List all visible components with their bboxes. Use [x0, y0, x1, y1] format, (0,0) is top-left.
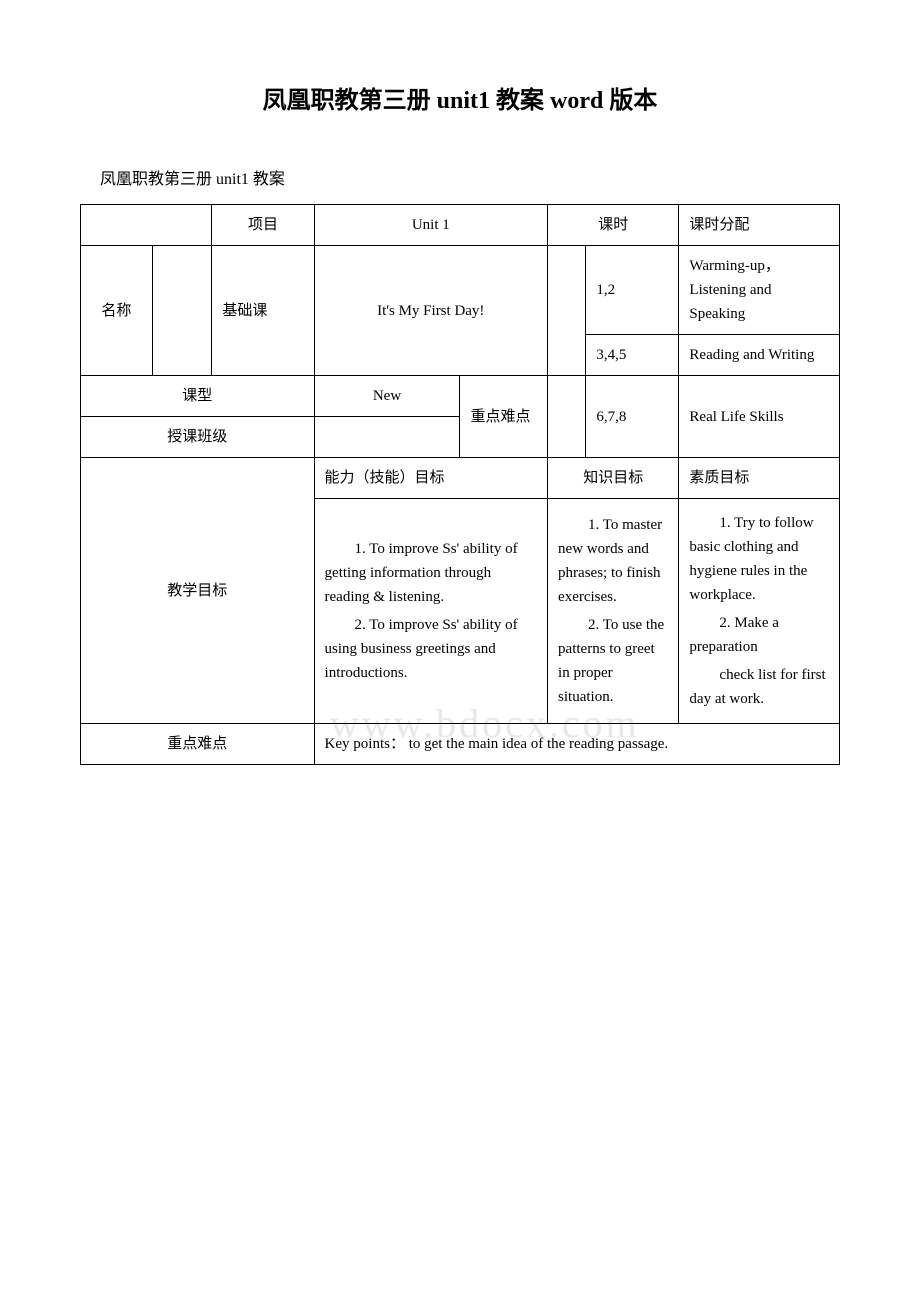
key-points-content: Key points： to get the main idea of the …: [314, 724, 839, 765]
project-label-empty: [81, 205, 212, 246]
unit-title: It's My First Day!: [314, 246, 548, 376]
type-label: 课型: [81, 376, 315, 417]
teaching-goal-label: 教学目标: [81, 458, 315, 724]
ability-goal-header: 能力（技能）目标: [314, 458, 548, 499]
lesson-plan-table: 项目 Unit 1 课时 课时分配 名称 基础课 It's My First D…: [80, 204, 840, 765]
unit-value: Unit 1: [314, 205, 548, 246]
period-label: 课时: [548, 205, 679, 246]
content-real-life: Real Life Skills: [679, 376, 840, 458]
period-alloc-label: 课时分配: [679, 205, 840, 246]
table-row: 重点难点 Key points： to get the main idea of…: [81, 724, 840, 765]
knowledge-goal-header: 知识目标: [548, 458, 679, 499]
spacer: [548, 376, 586, 458]
content-reading-writing: Reading and Writing: [679, 335, 840, 376]
class-value: [314, 417, 460, 458]
table-row: 名称 基础课 It's My First Day! 1,2 Warming-up…: [81, 246, 840, 335]
key-points-label: 重点难点: [81, 724, 315, 765]
table-row: 项目 Unit 1 课时 课时分配: [81, 205, 840, 246]
ability-goal-content: 1. To improve Ss' ability of getting inf…: [314, 499, 548, 724]
period-3-5: 3,4,5: [586, 335, 679, 376]
spacer: [548, 246, 586, 376]
name-label: 名称: [81, 246, 153, 376]
difficulty-label: 重点难点: [460, 376, 548, 458]
knowledge-goal-content: 1. To master new words and phrases; to f…: [548, 499, 679, 724]
subtitle: 凤凰职教第三册 unit1 教案: [100, 165, 840, 189]
period-1-2: 1,2: [586, 246, 679, 335]
class-label: 授课班级: [81, 417, 315, 458]
table-row: 教学目标 能力（技能）目标 知识目标 素质目标: [81, 458, 840, 499]
quality-goal-content: 1. Try to follow basic clothing and hygi…: [679, 499, 840, 724]
type-value: New: [314, 376, 460, 417]
quality-goal-header: 素质目标: [679, 458, 840, 499]
project-label: 项目: [212, 205, 314, 246]
period-6-8: 6,7,8: [586, 376, 679, 458]
page-title: 凤凰职教第三册 unit1 教案 word 版本: [80, 80, 840, 115]
content-warming-up: Warming-up，Listening and Speaking: [679, 246, 840, 335]
base-course-label: 基础课: [212, 246, 314, 376]
table-row: 课型 New 重点难点 6,7,8 Real Life Skills: [81, 376, 840, 417]
base-course-empty: [152, 246, 212, 376]
